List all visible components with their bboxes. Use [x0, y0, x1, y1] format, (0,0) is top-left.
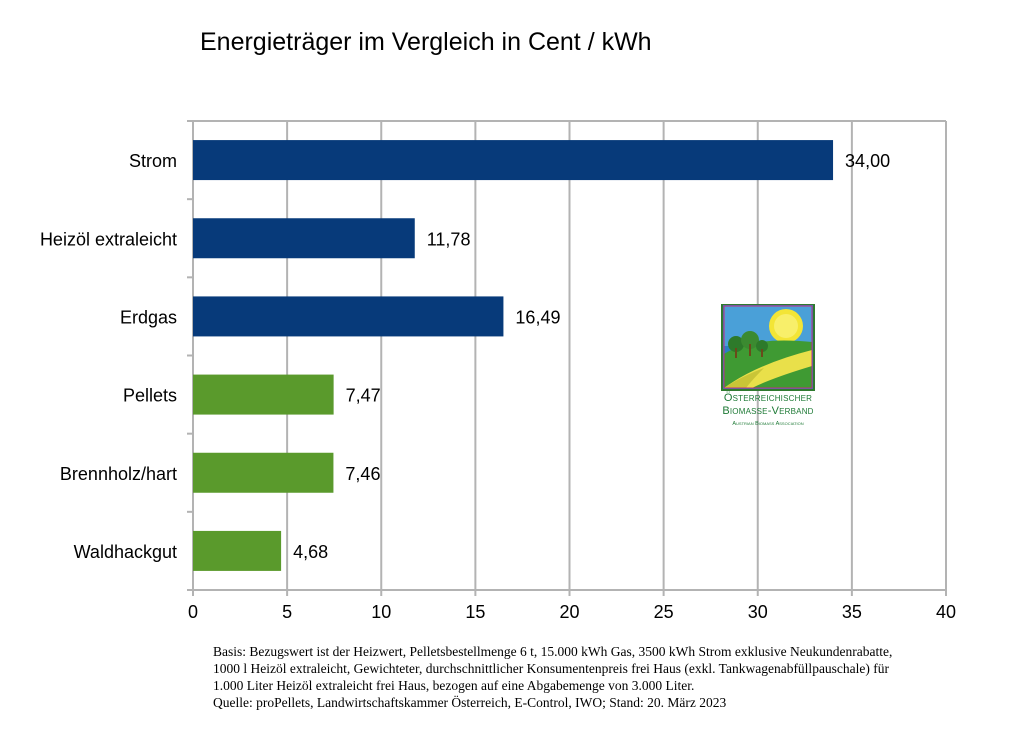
logo-landscape-icon	[721, 303, 815, 391]
x-tick-label-15: 15	[465, 602, 485, 622]
x-tick-label-35: 35	[842, 602, 862, 622]
bar-4	[193, 452, 334, 493]
category-label-1: Heizöl extraleicht	[40, 229, 177, 249]
footnote: Basis: Bezugswert ist der Heizwert, Pell…	[213, 643, 1003, 711]
category-label-3: Pellets	[123, 386, 177, 406]
x-tick-label-0: 0	[188, 602, 198, 622]
category-label-4: Brennholz/hart	[60, 464, 177, 484]
value-label-3: 7,47	[346, 386, 381, 406]
category-label-5: Waldhackgut	[74, 542, 177, 562]
value-label-4: 7,46	[345, 464, 380, 484]
logo-text-line1: Österreichischer	[723, 392, 813, 404]
value-label-0: 34,00	[845, 151, 890, 171]
logo-text-line2: Biomasse-Verband	[722, 405, 814, 417]
footnote-line-1: Basis: Bezugswert ist der Heizwert, Pell…	[213, 644, 893, 659]
x-tick-label-5: 5	[282, 602, 292, 622]
footnote-line-2: 1000 l Heizöl extraleicht, Gewichteter, …	[213, 661, 890, 676]
category-label-0: Strom	[129, 151, 177, 171]
footnote-line-4: Quelle: proPellets, Landwirtschaftskamme…	[213, 695, 727, 710]
value-label-1: 11,78	[427, 229, 471, 249]
value-label-5: 4,68	[293, 542, 328, 562]
bar-chart: 0 5 10 15 20 25 30 35 40 Strom 34,00 Heizöl extrale…	[40, 120, 956, 622]
bar-5	[193, 530, 282, 571]
x-tick-label-10: 10	[371, 602, 391, 622]
bar-3	[193, 374, 334, 415]
x-tick-label-30: 30	[748, 602, 768, 622]
bar-1	[193, 218, 415, 259]
logo-text-line3: Austrian Biomass Association	[732, 421, 804, 427]
x-tick-label-25: 25	[654, 602, 674, 622]
x-tick-label-40: 40	[936, 602, 956, 622]
category-label-2: Erdgas	[120, 307, 177, 327]
value-label-2: 16,49	[515, 307, 560, 327]
chart-title: Energieträger im Vergleich in Cent / kWh	[200, 28, 652, 56]
footnote-line-3: 1.000 Liter Heizöl extraleicht frei Haus…	[213, 678, 695, 693]
bar-2	[193, 296, 504, 337]
bar-0	[193, 140, 834, 181]
x-tick-label-20: 20	[559, 602, 579, 622]
biomasse-verband-logo: Österreichischer Biomasse-Verband Austri…	[712, 303, 824, 436]
